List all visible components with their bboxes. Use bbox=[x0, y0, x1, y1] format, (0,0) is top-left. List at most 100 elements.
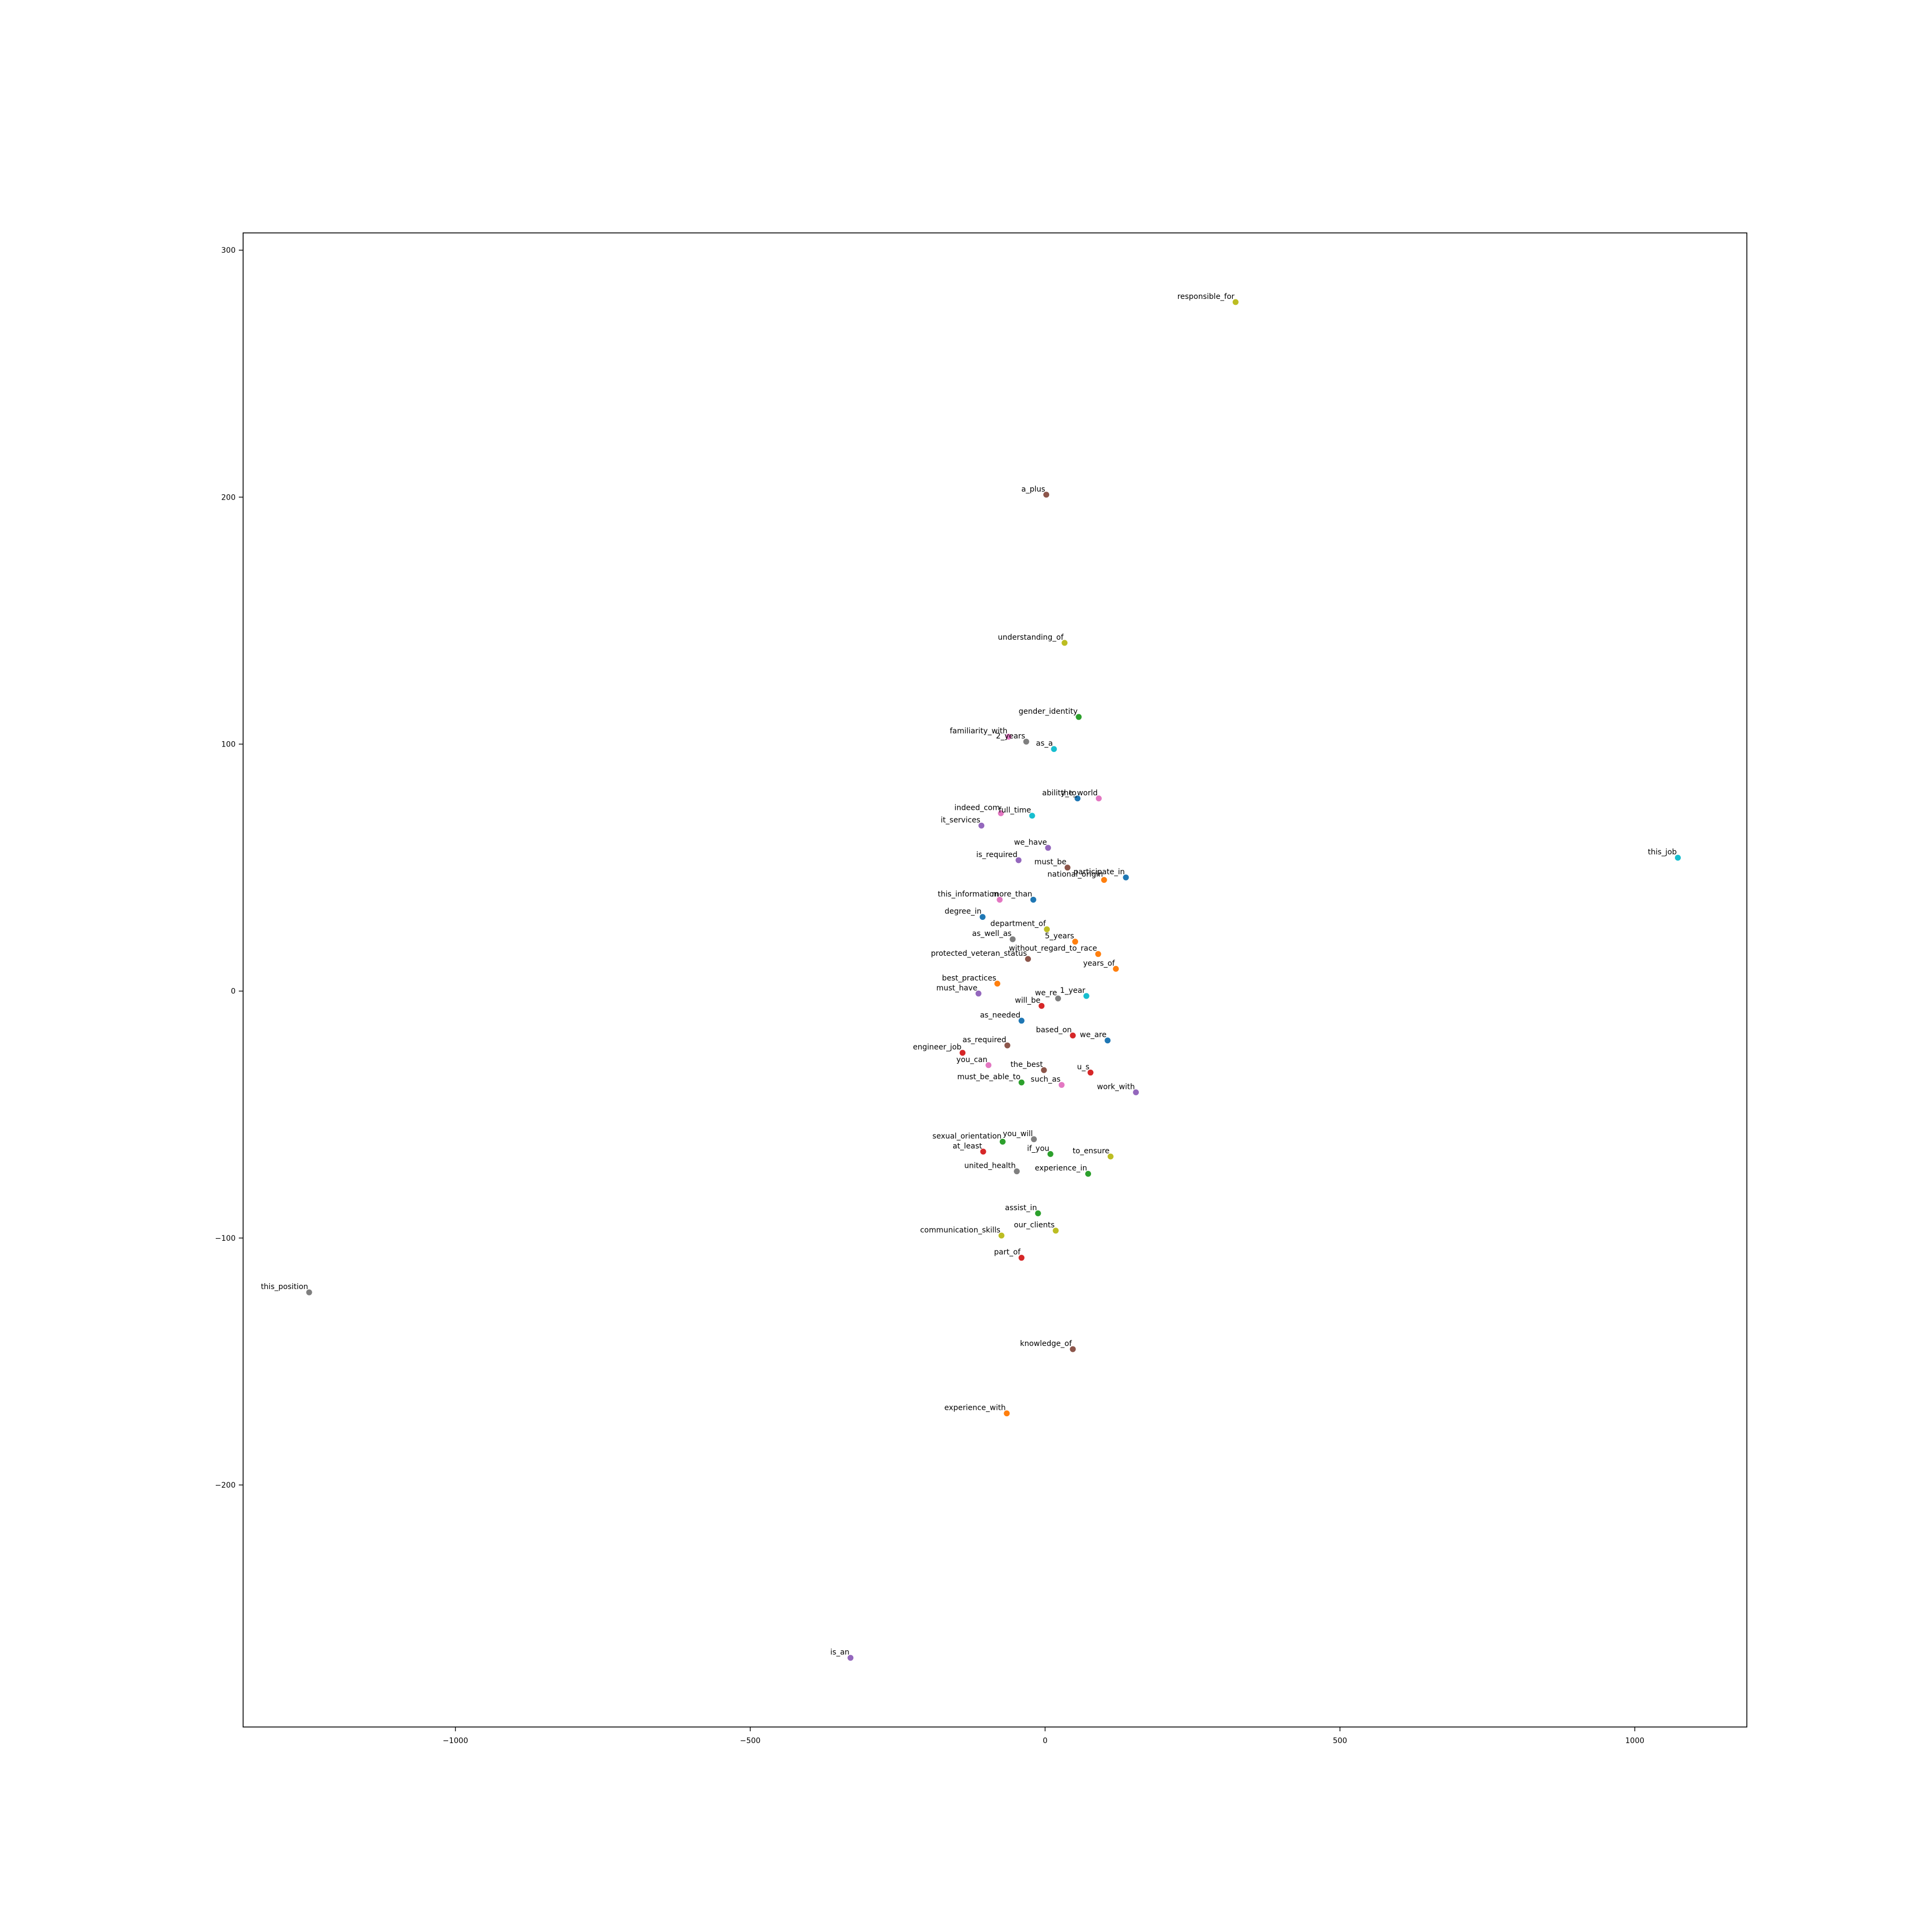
data-point bbox=[998, 1232, 1005, 1239]
point-label: will_be bbox=[1015, 996, 1041, 1005]
point-label: must_be bbox=[1034, 858, 1066, 867]
data-point bbox=[1035, 1210, 1041, 1217]
point-label: must_have bbox=[936, 984, 978, 992]
point-label: familiarity_with bbox=[950, 727, 1008, 736]
point-label: must_be_able_to bbox=[957, 1073, 1021, 1081]
data-point bbox=[980, 1148, 986, 1155]
x-axis-ticks: −1000 −500 0 500 1000 bbox=[443, 1727, 1644, 1745]
x-tick-label: 1000 bbox=[1625, 1737, 1644, 1745]
y-tick-label: 200 bbox=[221, 493, 236, 502]
data-point bbox=[1095, 951, 1101, 957]
point-label: is_an bbox=[830, 1648, 850, 1657]
x-tick-label: −1000 bbox=[443, 1737, 468, 1745]
data-point bbox=[1004, 1042, 1011, 1049]
point-label: degree_in bbox=[945, 908, 982, 916]
data-point bbox=[847, 1655, 854, 1661]
data-point bbox=[1031, 1136, 1037, 1143]
data-point bbox=[999, 1138, 1006, 1145]
data-point bbox=[1074, 795, 1081, 802]
data-point bbox=[1232, 299, 1239, 305]
point-label: 1_year bbox=[1060, 986, 1085, 995]
data-point bbox=[978, 822, 985, 829]
data-point bbox=[1029, 813, 1035, 819]
point-label: work_with bbox=[1097, 1082, 1135, 1091]
data-point bbox=[306, 1289, 312, 1296]
data-point bbox=[1107, 1153, 1114, 1160]
data-point bbox=[1133, 1089, 1139, 1095]
point-label: we_have bbox=[1014, 838, 1046, 847]
point-label: if_you bbox=[1027, 1144, 1050, 1153]
point-label: assist_in bbox=[1005, 1204, 1037, 1212]
point-label: as_needed bbox=[980, 1011, 1020, 1020]
point-label: knowledge_of bbox=[1020, 1340, 1072, 1348]
point-label: ability_to bbox=[1042, 789, 1077, 797]
point-label: as_a bbox=[1036, 740, 1052, 748]
data-point bbox=[1018, 1255, 1024, 1261]
point-label: we_re bbox=[1035, 989, 1057, 998]
y-tick-label: −200 bbox=[215, 1481, 236, 1490]
point-label: experience_with bbox=[945, 1404, 1006, 1413]
x-tick-label: 0 bbox=[1043, 1737, 1048, 1745]
point-label: a_plus bbox=[1021, 485, 1045, 494]
data-point bbox=[979, 914, 986, 920]
data-point bbox=[1045, 845, 1051, 851]
data-point bbox=[1043, 492, 1050, 498]
point-label: you_will bbox=[1003, 1130, 1033, 1138]
data-point bbox=[994, 980, 1000, 987]
data-point bbox=[1004, 1410, 1010, 1417]
data-point bbox=[1064, 865, 1071, 871]
data-point bbox=[1023, 738, 1029, 745]
point-labels: responsible_for a_plus understanding_ofgen… bbox=[261, 292, 1677, 1657]
data-point bbox=[1123, 874, 1129, 881]
data-point bbox=[1018, 1018, 1024, 1024]
point-label: national_origin bbox=[1048, 870, 1103, 879]
point-label: part_of bbox=[994, 1248, 1021, 1257]
point-label: based_on bbox=[1036, 1026, 1072, 1035]
point-label: is_required bbox=[976, 851, 1018, 859]
point-label: to_ensure bbox=[1073, 1147, 1110, 1155]
data-point bbox=[1083, 993, 1089, 999]
point-label: it_services bbox=[941, 816, 980, 824]
data-point bbox=[1038, 1002, 1045, 1009]
point-label: without_regard_to_race bbox=[1009, 945, 1097, 953]
data-point bbox=[1058, 1082, 1065, 1088]
data-point bbox=[1051, 746, 1057, 752]
point-label: this_information bbox=[938, 890, 998, 898]
point-label: protected_veteran_status bbox=[931, 949, 1027, 958]
point-label: our_clients bbox=[1014, 1221, 1055, 1230]
point-label: experience_in bbox=[1035, 1164, 1087, 1173]
data-point bbox=[1047, 1151, 1053, 1157]
point-label: indeed_com bbox=[954, 803, 1000, 812]
point-label: the_world bbox=[1061, 789, 1098, 797]
data-point bbox=[1095, 795, 1102, 802]
data-point bbox=[985, 1062, 992, 1069]
data-point bbox=[1087, 1070, 1094, 1076]
data-point bbox=[1674, 854, 1681, 861]
point-label: this_position bbox=[261, 1283, 308, 1291]
point-label: as_required bbox=[963, 1036, 1007, 1044]
data-point bbox=[998, 810, 1004, 816]
point-label: department_of bbox=[990, 920, 1046, 928]
data-point bbox=[1015, 857, 1022, 863]
point-label: understanding_of bbox=[998, 633, 1064, 642]
y-tick-label: −100 bbox=[215, 1234, 236, 1243]
point-label: the_best bbox=[1011, 1060, 1043, 1069]
data-point bbox=[1113, 965, 1119, 972]
data-point bbox=[1041, 1067, 1047, 1073]
y-tick-label: 300 bbox=[221, 246, 236, 255]
x-tick-label: 500 bbox=[1333, 1737, 1347, 1745]
x-tick-label: −500 bbox=[740, 1737, 760, 1745]
data-point bbox=[1070, 1033, 1076, 1039]
data-point bbox=[1014, 1168, 1020, 1175]
data-point bbox=[960, 1050, 966, 1056]
data-point bbox=[1018, 1079, 1024, 1086]
point-label: years_of bbox=[1083, 959, 1115, 968]
point-label: full_time bbox=[999, 806, 1031, 815]
data-point bbox=[1030, 896, 1036, 903]
data-point bbox=[997, 896, 1003, 903]
data-point bbox=[1070, 1346, 1076, 1352]
point-label: at_least bbox=[953, 1142, 982, 1151]
point-label: we_are bbox=[1080, 1031, 1107, 1040]
y-tick-label: 100 bbox=[221, 741, 236, 749]
data-points bbox=[306, 299, 1681, 1661]
